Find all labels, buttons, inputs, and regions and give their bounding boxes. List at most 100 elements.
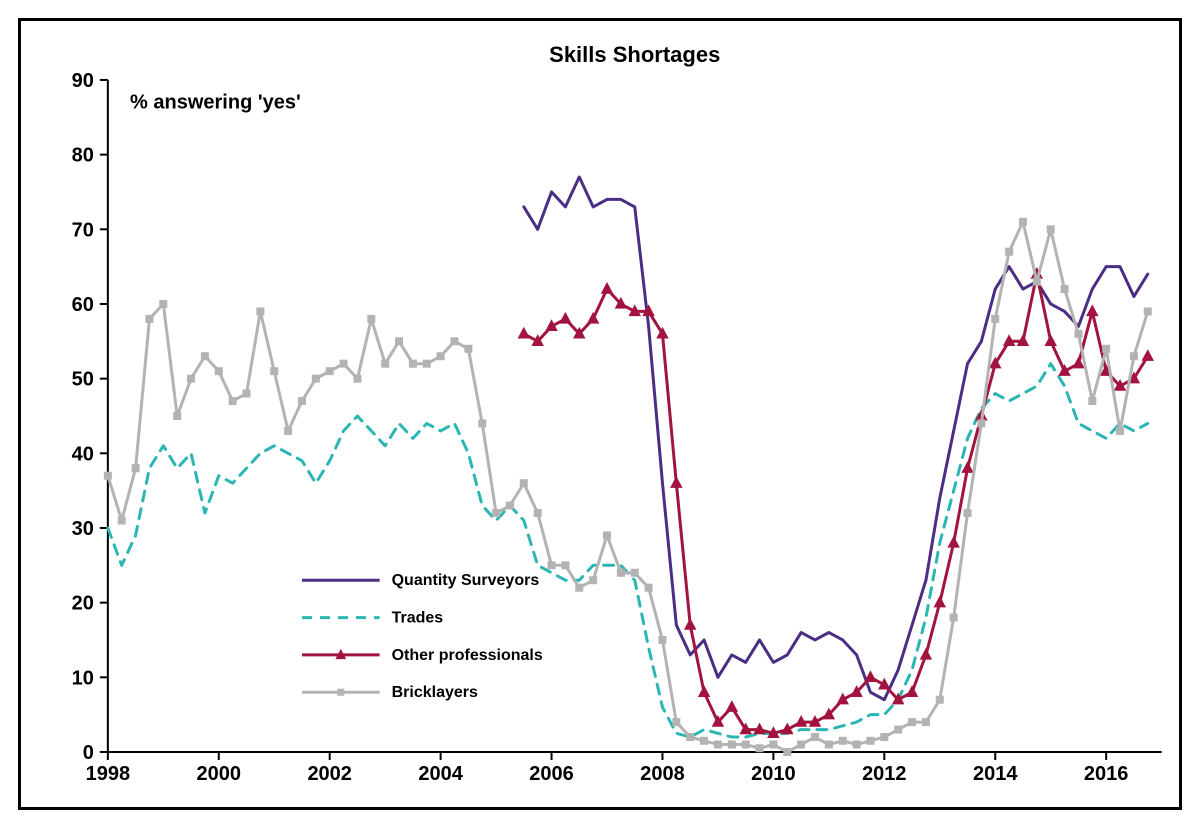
series-line	[108, 364, 1148, 737]
series-marker	[588, 313, 599, 323]
x-tick-label: 2002	[307, 763, 352, 785]
series-marker	[1087, 305, 1098, 315]
series-marker	[382, 360, 389, 367]
y-tick-label: 70	[72, 219, 94, 241]
y-tick-label: 30	[72, 518, 94, 540]
x-tick-label: 2004	[418, 763, 463, 785]
series-marker	[1117, 427, 1124, 434]
series-marker	[493, 510, 500, 517]
x-tick-label: 2016	[1084, 763, 1129, 785]
series-marker	[340, 360, 347, 367]
series-marker	[921, 649, 932, 659]
series-marker	[132, 465, 139, 472]
series-marker	[962, 462, 973, 472]
series-marker	[798, 741, 805, 748]
series-marker	[479, 420, 486, 427]
series-marker	[437, 353, 444, 360]
series-marker	[423, 360, 430, 367]
series-marker	[811, 734, 818, 741]
series-marker	[992, 315, 999, 322]
series-marker	[312, 375, 319, 382]
x-tick-label: 1998	[86, 763, 131, 785]
series-marker	[909, 719, 916, 726]
series-marker	[465, 345, 472, 352]
series-marker	[1075, 330, 1082, 337]
chart-title: Skills Shortages	[549, 42, 720, 67]
chart-frame: { "chart": { "type": "line", "title": "S…	[18, 18, 1182, 810]
series-marker	[659, 636, 666, 643]
series-marker	[895, 726, 902, 733]
x-tick-label: 2014	[973, 763, 1018, 785]
series-marker	[756, 745, 763, 752]
series-marker	[409, 360, 416, 367]
y-tick-label: 40	[72, 443, 94, 465]
y-tick-label: 10	[72, 667, 94, 689]
series-marker	[576, 584, 583, 591]
y-tick-label: 60	[72, 294, 94, 316]
series-marker	[1045, 335, 1056, 345]
series-marker	[1061, 286, 1068, 293]
series-marker	[562, 562, 569, 569]
series-marker	[687, 734, 694, 741]
series-marker	[853, 741, 860, 748]
series-marker	[950, 614, 957, 621]
series-marker	[368, 315, 375, 322]
chart-outer: { "chart": { "type": "line", "title": "S…	[0, 0, 1200, 828]
series-marker	[728, 741, 735, 748]
y-tick-label: 0	[83, 742, 94, 764]
series-marker	[188, 375, 195, 382]
series-marker	[560, 313, 571, 323]
series-marker	[770, 741, 777, 748]
series-marker	[645, 584, 652, 591]
legend-marker	[337, 689, 344, 696]
series-marker	[1033, 278, 1040, 285]
series-marker	[271, 368, 278, 375]
series-marker	[534, 510, 541, 517]
series-marker	[285, 427, 292, 434]
legend-label: Bricklayers	[392, 684, 478, 701]
series-marker	[948, 537, 959, 547]
series-marker	[865, 671, 876, 681]
series-marker	[922, 719, 929, 726]
series-marker	[936, 696, 943, 703]
series-marker	[174, 412, 181, 419]
y-tick-label: 20	[72, 593, 94, 615]
series-marker	[1144, 308, 1151, 315]
series-marker	[518, 328, 529, 338]
series-marker	[590, 577, 597, 584]
series-marker	[548, 562, 555, 569]
series-marker	[701, 737, 708, 744]
series-marker	[742, 741, 749, 748]
legend-label: Quantity Surveyors	[392, 572, 540, 589]
series-marker	[978, 420, 985, 427]
series-marker	[1103, 345, 1110, 352]
series-marker	[839, 737, 846, 744]
series-marker	[907, 686, 918, 696]
series-marker	[104, 472, 111, 479]
series-marker	[714, 741, 721, 748]
series-marker	[354, 375, 361, 382]
series-marker	[685, 619, 696, 629]
x-tick-label: 2008	[640, 763, 685, 785]
line-chart: Skills Shortages010203040506070809019982…	[21, 21, 1179, 807]
series-marker	[602, 283, 613, 293]
series-marker	[229, 398, 236, 405]
series-marker	[298, 398, 305, 405]
y-tick-label: 80	[72, 145, 94, 167]
series-marker	[1047, 226, 1054, 233]
series-marker	[1006, 248, 1013, 255]
series-marker	[520, 480, 527, 487]
series-marker	[326, 368, 333, 375]
series-marker	[867, 737, 874, 744]
series-marker	[1019, 218, 1026, 225]
series-marker	[1089, 398, 1096, 405]
series-marker	[451, 338, 458, 345]
legend-label: Trades	[392, 610, 444, 627]
series-marker	[506, 502, 513, 509]
series-marker	[1142, 350, 1153, 360]
series-marker	[160, 300, 167, 307]
series-marker	[604, 532, 611, 539]
series-marker	[396, 338, 403, 345]
x-tick-label: 2006	[529, 763, 574, 785]
series-marker	[671, 477, 682, 487]
